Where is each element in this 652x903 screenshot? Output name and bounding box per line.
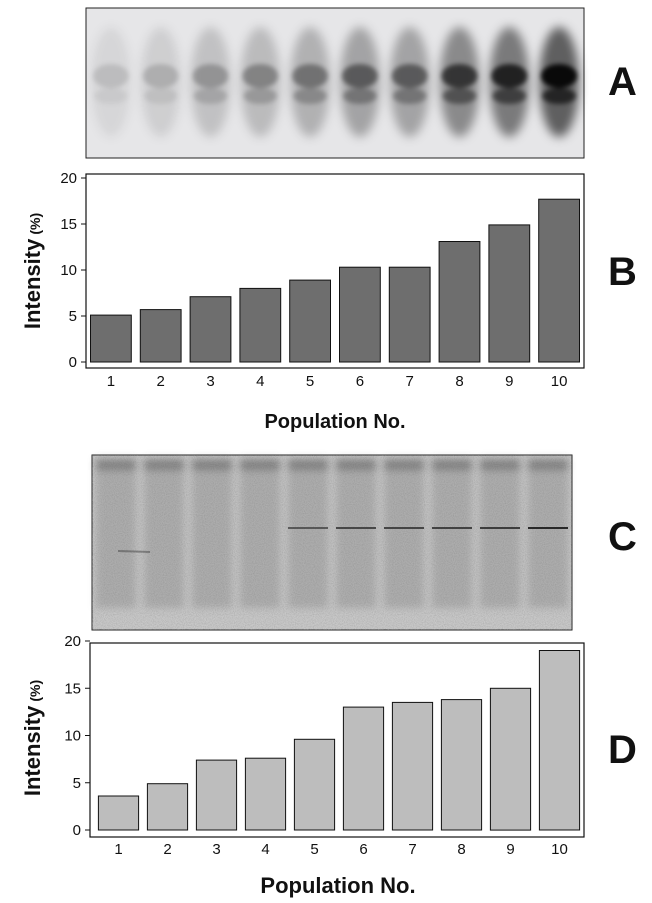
bar-b-1 <box>90 314 132 363</box>
x-tick-label: 8 <box>457 841 465 858</box>
bar-b-7 <box>388 266 431 363</box>
panel-label-b: B <box>608 250 637 294</box>
x-tick-label: 3 <box>212 841 220 858</box>
bar-d-4 <box>244 757 287 831</box>
bar-d-1 <box>97 795 140 831</box>
y-tick-label: 20 <box>64 633 81 650</box>
bar-b-9 <box>488 224 531 363</box>
bar-b-3 <box>189 296 232 363</box>
panel-label-c: C <box>608 515 637 559</box>
x-tick-label: 5 <box>306 373 314 390</box>
x-tick-label: 7 <box>408 841 416 858</box>
y-tick-label: 15 <box>60 216 77 233</box>
bar-d-6 <box>342 706 385 831</box>
bar-d-8 <box>440 699 483 831</box>
x-tick-label: 9 <box>505 373 513 390</box>
bar-d-9 <box>489 687 532 831</box>
plot-frame-d <box>89 642 585 838</box>
x-tick-label: 6 <box>359 841 367 858</box>
gel-image-a <box>85 7 585 159</box>
x-tick-label: 8 <box>455 373 463 390</box>
plot-frame-b <box>85 173 585 369</box>
x-tick-label: 1 <box>114 841 122 858</box>
bar-b-4 <box>239 287 282 363</box>
x-tick-label: 10 <box>551 373 568 390</box>
bar-chart-d: 0 5 10 15 20 1 2 3 4 5 6 7 8 9 10 Population No. Inte… <box>20 633 585 898</box>
bar-b-5 <box>289 279 332 363</box>
x-tick-label: 2 <box>157 373 165 390</box>
x-tick-label: 3 <box>206 373 214 390</box>
y-axis-label-b: Intensity(%) <box>20 213 45 329</box>
bar-b-2 <box>139 309 182 363</box>
y-tick-label: 10 <box>64 728 81 745</box>
y-tick-label: 0 <box>69 354 77 371</box>
x-tick-label: 10 <box>551 841 568 858</box>
bar-chart-b: 0 5 10 15 20 1 2 3 4 5 6 7 8 9 10 Population No. Inte… <box>20 170 585 433</box>
y-tick-label: 10 <box>60 262 77 279</box>
bar-d-2 <box>146 783 189 831</box>
y-axis-label-d: Intensity(%) <box>20 680 45 796</box>
x-tick-label: 4 <box>261 841 269 858</box>
y-tick-label: 20 <box>60 170 77 187</box>
x-tick-label: 2 <box>163 841 171 858</box>
bar-b-8 <box>438 241 481 363</box>
x-tick-label: 9 <box>506 841 514 858</box>
panel-label-a: A <box>608 60 637 104</box>
x-tick-label: 5 <box>310 841 318 858</box>
x-tick-label: 4 <box>256 373 264 390</box>
bar-d-5 <box>293 738 336 831</box>
y-tick-label: 5 <box>73 775 81 792</box>
y-tick-label: 5 <box>69 308 77 325</box>
gel-image-c <box>91 454 573 631</box>
x-tick-label: 7 <box>406 373 414 390</box>
bar-b-10 <box>538 198 581 363</box>
y-tick-label: 0 <box>73 822 81 839</box>
x-axis-label-b: Population No. <box>264 411 405 433</box>
x-tick-label: 1 <box>107 373 115 390</box>
panel-label-d: D <box>608 728 637 772</box>
bar-d-10 <box>538 650 581 831</box>
y-tick-label: 15 <box>64 680 81 697</box>
x-tick-label: 6 <box>356 373 364 390</box>
bar-d-7 <box>391 701 434 831</box>
bar-d-3 <box>195 759 238 831</box>
x-axis-label-d: Population No. <box>260 873 415 898</box>
bar-b-6 <box>339 266 381 363</box>
